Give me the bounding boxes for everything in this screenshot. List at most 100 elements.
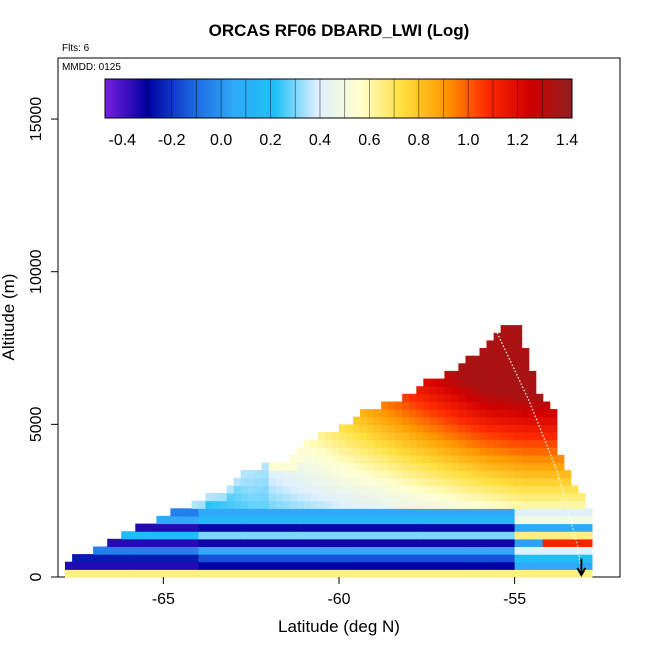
heatmap-cell [360, 561, 368, 570]
heatmap-cell [233, 538, 242, 547]
heatmap-cell [226, 500, 235, 509]
heatmap-cell [430, 416, 438, 425]
heatmap-cell [542, 447, 551, 456]
heatmap-cell [388, 493, 396, 502]
heatmap-cell [310, 569, 319, 578]
heatmap-cell [275, 508, 284, 517]
heatmap-cell [339, 531, 347, 540]
heatmap-cell [325, 561, 333, 570]
heatmap-cell [240, 569, 249, 578]
heatmap-cell [416, 470, 424, 479]
heatmap-cell [430, 447, 438, 456]
heatmap-cell [360, 447, 368, 456]
heatmap-cell [542, 485, 551, 494]
heatmap-cell [374, 508, 382, 517]
heatmap-cell [542, 531, 551, 540]
heatmap-cell [549, 523, 558, 532]
heatmap-cell [479, 409, 488, 418]
heatmap-cell [507, 561, 516, 570]
heatmap-cell [500, 485, 509, 494]
heatmap-cell [542, 470, 551, 479]
heatmap-cell [325, 454, 333, 464]
heatmap-cell [303, 561, 312, 570]
heatmap-cell [507, 378, 516, 387]
heatmap-cell [423, 393, 431, 402]
heatmap-cell [282, 462, 291, 471]
heatmap-cell [409, 401, 417, 410]
heatmap-cell [430, 393, 438, 402]
heatmap-cell [79, 554, 87, 563]
heatmap-cell [486, 439, 495, 448]
heatmap-cell [500, 401, 509, 410]
heatmap-cell [416, 409, 424, 418]
heatmap-cell [381, 561, 389, 570]
heatmap-cell [317, 470, 326, 479]
heatmap-cell [437, 500, 445, 509]
heatmap-cell [261, 500, 270, 509]
heatmap-cell [346, 462, 354, 471]
heatmap-cell [437, 477, 445, 486]
heatmap-cell [191, 538, 200, 547]
heatmap-cell [402, 416, 410, 425]
heatmap-cell [395, 569, 403, 578]
heatmap-cell [416, 493, 424, 502]
heatmap-cell [184, 554, 193, 563]
heatmap-cell [528, 409, 537, 418]
heatmap-cell [268, 546, 277, 555]
heatmap-cell [261, 493, 270, 502]
heatmap-cell [430, 454, 438, 464]
heatmap-cell [563, 515, 572, 525]
heatmap-cell [325, 477, 333, 486]
heatmap-cell [437, 554, 445, 563]
heatmap-cell [261, 554, 270, 563]
heatmap-cell [205, 538, 214, 547]
heatmap-cell [458, 538, 466, 547]
heatmap-cell [381, 462, 389, 471]
heatmap-cell [430, 439, 438, 448]
heatmap-cell [233, 523, 242, 532]
heatmap-cell [388, 523, 396, 532]
heatmap-cell [423, 538, 431, 547]
heatmap-cell [374, 538, 382, 547]
heatmap-cell [493, 538, 502, 547]
heatmap-cell [346, 493, 354, 502]
heatmap-cell [325, 485, 333, 494]
heatmap-cell [493, 355, 502, 364]
heatmap-cell [563, 493, 572, 502]
heatmap-cell [381, 546, 389, 555]
heatmap-cell [100, 546, 108, 555]
heatmap-cell [310, 462, 319, 471]
heatmap-cell [381, 432, 389, 441]
heatmap-cell [584, 554, 593, 563]
heatmap-cell [430, 409, 438, 418]
heatmap-cell [486, 363, 495, 372]
heatmap-cell [521, 462, 530, 471]
heatmap-cell [465, 355, 474, 364]
heatmap-cell [444, 538, 452, 547]
heatmap-cell [247, 554, 256, 563]
heatmap-cell [388, 454, 396, 464]
heatmap-cell [507, 325, 516, 334]
heatmap-cell [514, 485, 523, 494]
heatmap-cell [353, 493, 361, 502]
heatmap-cell [332, 523, 340, 532]
heatmap-cell [367, 508, 375, 517]
heatmap-cell [121, 531, 129, 540]
heatmap-cell [500, 508, 509, 517]
heatmap-cell [521, 386, 530, 395]
heatmap-cell [353, 447, 361, 456]
heatmap-cell [493, 340, 502, 349]
heatmap-cell [486, 409, 495, 418]
heatmap-cell [521, 378, 530, 387]
heatmap-cell [528, 531, 537, 540]
heatmap-cell [247, 508, 256, 517]
heatmap-cell [107, 538, 115, 547]
heatmap-cell [296, 515, 305, 525]
heatmap-cell [507, 363, 516, 372]
date-note: MMDD: 0125 [62, 62, 121, 73]
heatmap-cell [289, 546, 298, 555]
heatmap-cell [156, 546, 164, 555]
heatmap-cell [332, 500, 340, 509]
heatmap-cell [374, 554, 382, 563]
heatmap-cell [353, 508, 361, 517]
